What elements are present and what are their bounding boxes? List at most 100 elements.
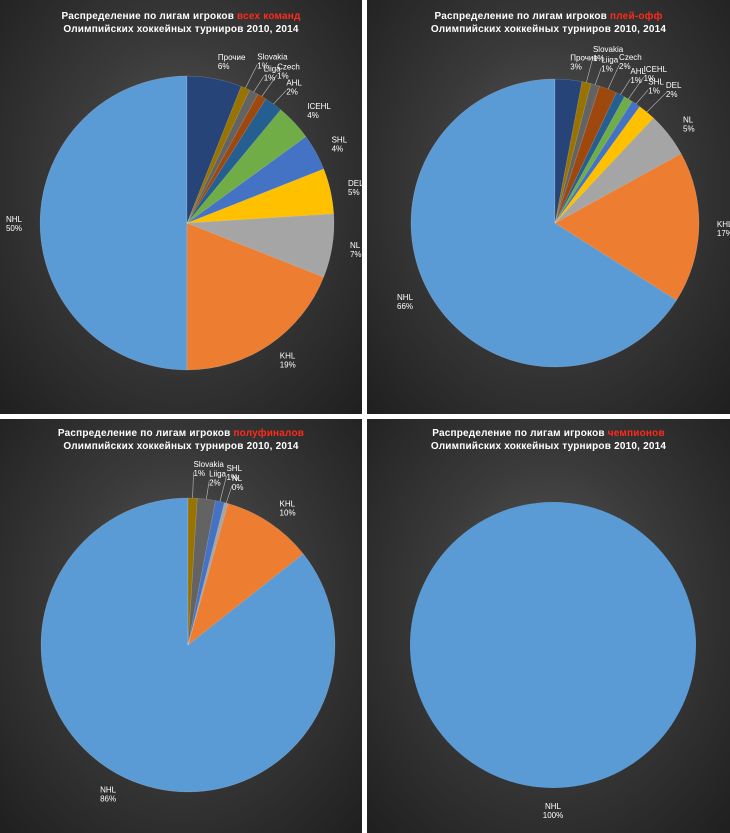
slice-value-ahl: 1% — [630, 76, 642, 85]
slice-label-nhl: NHL — [100, 786, 117, 795]
leader-line-liiga — [594, 67, 602, 85]
slice-label-liiga: Liiga — [601, 56, 618, 65]
slice-value-ahl: 2% — [286, 87, 298, 96]
pie-panel-champions: Распределение по лигам игроков чемпионов… — [367, 419, 730, 833]
leader-line-shl — [219, 476, 227, 502]
slice-label-nl: NL — [350, 241, 361, 250]
pie-panel-semifinals: Распределение по лигам игроков полуфинал… — [0, 419, 362, 833]
slice-label-icehl: ICEHL — [307, 102, 331, 111]
title-line2: Олимпийских хоккейных турниров 2010, 201… — [430, 24, 667, 35]
leader-line-slovakia — [586, 57, 594, 83]
slice-value-liiga: 1% — [601, 65, 613, 74]
slice-label-slovakia: Slovakia — [194, 460, 225, 469]
pie-slice-icehl — [554, 96, 633, 224]
pie-slices — [39, 75, 335, 371]
title-prefix: Распределение по лигам игроков — [432, 428, 608, 439]
pie-slices — [410, 502, 696, 788]
slice-label-shl: SHL — [226, 464, 242, 473]
leader-line-czech — [607, 65, 620, 90]
slice-value-czech: 1% — [277, 72, 289, 81]
pie-slice-khl — [187, 503, 304, 646]
pie-slices — [40, 497, 336, 793]
slice-label-ahl: AHL — [630, 67, 646, 76]
slice-value-other: 6% — [218, 62, 230, 71]
leader-line-icehl — [628, 77, 644, 100]
title-prefix: Распределение по лигам игроков — [434, 11, 611, 22]
pie-slice-nhl — [410, 502, 696, 788]
slice-value-nl: 7% — [350, 250, 362, 259]
slice-value-khl: 10% — [280, 509, 296, 518]
slice-label-czech: Czech — [277, 63, 300, 72]
pie-slice-khl — [186, 222, 325, 371]
pie-slice-nhl — [410, 78, 677, 368]
slice-label-other: Прочие — [570, 54, 598, 63]
pie-slice-shl — [554, 101, 640, 224]
title-line2: Олимпийских хоккейных турниров 2010, 201… — [430, 441, 667, 452]
leader-line-slovakia — [192, 472, 194, 499]
title-prefix: Распределение по лигам игроков — [57, 428, 234, 439]
pie-slice-del — [186, 168, 334, 224]
slice-label-nhl: NHL — [397, 293, 414, 302]
slice-label-slovakia: Slovakia — [593, 45, 624, 54]
slice-value-liiga: 1% — [264, 73, 276, 82]
slice-value-nhl: 50% — [6, 224, 22, 233]
title-highlight: полуфиналов — [233, 428, 305, 439]
slice-value-nl: 0% — [232, 483, 244, 492]
slice-label-khl: KHL — [717, 220, 730, 229]
slice-label-nhl: NHL — [6, 215, 23, 224]
title-line2: Олимпийских хоккейных турниров 2010, 201… — [63, 441, 299, 452]
leader-line-ahl — [620, 78, 631, 95]
pie-panel-all-teams: Распределение по лигам игроков всех кома… — [0, 0, 362, 414]
chart-title: Распределение по лигам игроков плей-офф … — [367, 10, 730, 36]
slice-value-icehl: 1% — [644, 74, 656, 83]
slice-value-icehl: 4% — [307, 111, 319, 120]
pie-panel-playoff: Распределение по лигам игроков плей-офф … — [367, 0, 730, 414]
slice-label-liiga: Liiga — [264, 64, 281, 73]
leader-line-ahl — [273, 90, 287, 105]
slice-value-other: 3% — [570, 63, 582, 72]
slice-value-slovakia: 1% — [257, 62, 269, 71]
leader-line-liiga — [253, 76, 264, 93]
slice-value-del: 2% — [666, 90, 678, 99]
pie-slice-nl — [554, 117, 682, 224]
slice-value-slovakia: 1% — [593, 54, 605, 63]
pie-slice-other — [554, 78, 583, 224]
slice-label-liiga: Liiga — [209, 469, 226, 478]
pie-chart-playoff: NHL66%KHL17%NL5%DEL2%SHL1%ICEHL1%AHL1%Cz… — [397, 45, 730, 368]
slice-value-shl: 1% — [226, 473, 238, 482]
leader-line-liiga — [206, 481, 210, 500]
chart-title: Распределение по лигам игроков полуфинал… — [0, 427, 362, 453]
slice-label-shl: SHL — [648, 78, 664, 87]
slice-value-czech: 2% — [619, 62, 631, 71]
data-labels: NHL66%KHL17%NL5%DEL2%SHL1%ICEHL1%AHL1%Cz… — [397, 45, 730, 311]
leader-lines — [192, 472, 233, 504]
pie-slice-del — [554, 106, 654, 224]
pie-slice-shl — [186, 136, 325, 224]
pie-slice-slovakia — [187, 497, 198, 646]
slice-label-khl: KHL — [280, 351, 296, 360]
title-prefix: Распределение по лигам игроков — [61, 11, 238, 22]
pie-slice-nhl — [39, 75, 188, 371]
slice-label-nhl: NHL — [545, 802, 562, 811]
slice-label-nl: NL — [232, 474, 243, 483]
slice-value-khl: 17% — [717, 229, 730, 238]
pie-slice-icehl — [186, 109, 307, 224]
pie-slice-khl — [554, 153, 700, 301]
title-highlight: всех команд — [237, 11, 301, 22]
pie-slice-liiga — [186, 89, 259, 224]
slice-value-shl: 1% — [648, 87, 660, 96]
pie-slice-other — [186, 75, 242, 224]
slice-value-shl: 4% — [332, 145, 344, 154]
slice-value-nhl: 86% — [100, 795, 116, 804]
title-highlight: плей-офф — [610, 11, 663, 22]
slice-label-czech: Czech — [619, 53, 642, 62]
leader-line-nl — [225, 485, 233, 504]
slice-value-nhl: 66% — [397, 302, 413, 311]
pie-slice-nhl — [40, 497, 336, 793]
data-labels: NHL50%KHL19%NL7%DEL5%SHL4%ICEHL4%AHL2%Cz… — [6, 53, 362, 370]
leader-line-del — [646, 92, 667, 113]
leader-line-shl — [635, 89, 649, 105]
leader-line-slovakia — [245, 64, 258, 89]
